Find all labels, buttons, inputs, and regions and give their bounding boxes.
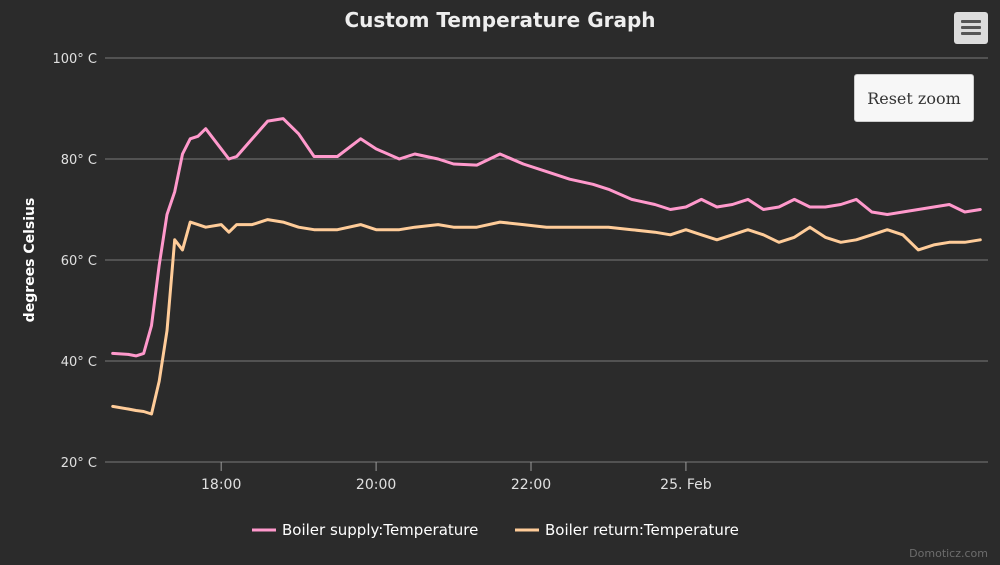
menu-icon [961, 26, 981, 29]
menu-icon [961, 32, 981, 35]
y-tick-label: 80° C [61, 153, 97, 168]
chart-title: Custom Temperature Graph [344, 8, 656, 32]
reset-zoom-button[interactable]: Reset zoom [854, 74, 974, 122]
y-axis-ticks: 20° C 40° C 60° C 80° C 100° C [52, 52, 97, 471]
y-tick-label: 100° C [52, 52, 97, 67]
x-tick-label: 20:00 [356, 477, 396, 493]
legend-label: Boiler return:Temperature [545, 521, 739, 539]
menu-icon [961, 20, 981, 23]
context-menu-button[interactable] [954, 12, 988, 44]
grid-lines [105, 57, 988, 463]
series-lines [111, 117, 982, 416]
y-tick-label: 20° C [61, 456, 97, 471]
legend-label: Boiler supply:Temperature [282, 521, 478, 539]
x-tick-label: 25. Feb [660, 477, 712, 493]
x-tick-label: 22:00 [511, 477, 551, 493]
x-axis: 18:00 20:00 22:00 25. Feb [201, 462, 712, 493]
legend: Boiler supply:Temperature Boiler return:T… [252, 521, 739, 539]
series-line [111, 218, 982, 416]
credit-text[interactable]: Domoticz.com [909, 547, 988, 560]
y-axis-label: degrees Celsius [22, 198, 38, 323]
y-tick-label: 40° C [61, 355, 97, 370]
y-tick-label: 60° C [61, 254, 97, 269]
series-line [111, 117, 982, 358]
x-tick-label: 18:00 [201, 477, 241, 493]
